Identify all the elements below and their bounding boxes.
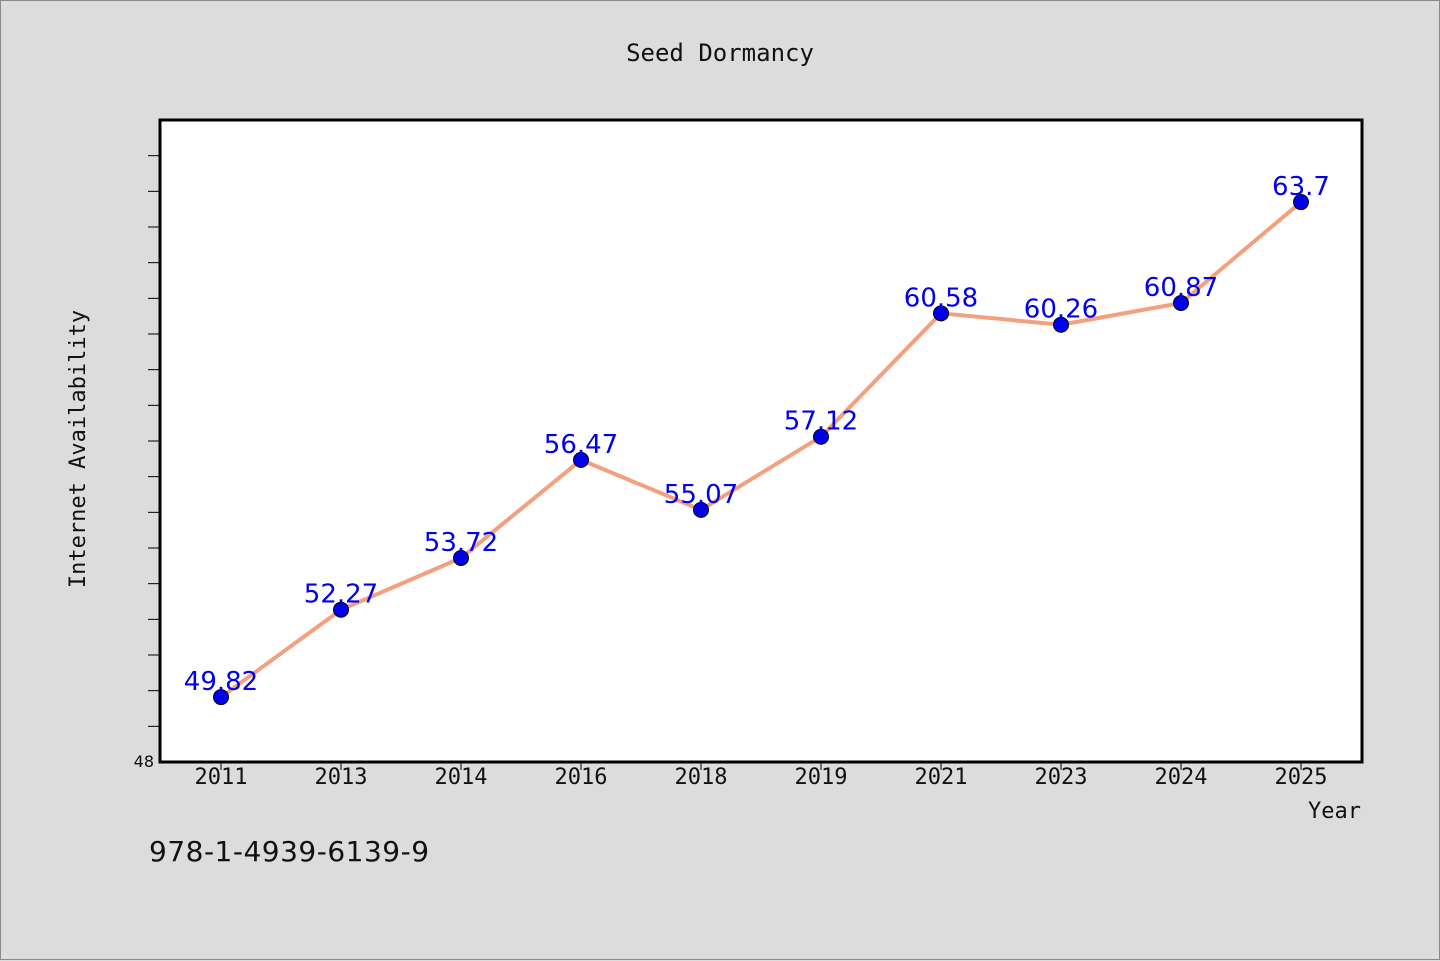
y-axis-tick-labels: 48 (134, 752, 154, 771)
x-tick-label: 2014 (435, 765, 488, 790)
data-label: 60.58 (904, 283, 978, 313)
data-point (813, 428, 829, 445)
data-point (1053, 316, 1069, 333)
data-label: 49.82 (184, 667, 258, 697)
x-tick-label: 2023 (1035, 765, 1088, 790)
data-point (933, 305, 949, 322)
x-tick-label: 2018 (675, 765, 728, 790)
data-label: 57.12 (784, 407, 858, 437)
x-tick-label: 2025 (1275, 765, 1328, 790)
data-label: 53.72 (424, 528, 498, 558)
x-tick-label: 2021 (915, 765, 968, 790)
x-axis-ticks (220, 762, 1302, 770)
chart-title: Seed Dormancy (626, 39, 814, 67)
data-label: 60.26 (1024, 295, 1098, 325)
y-tick-label: 48 (134, 752, 154, 771)
data-markers (213, 194, 1309, 706)
plot-area (158, 118, 1364, 764)
data-point (1293, 194, 1309, 211)
data-point (453, 549, 469, 566)
data-label: 52.27 (304, 580, 378, 610)
data-point (573, 451, 589, 468)
data-labels: 49.82 52.27 53.72 56.47 55.07 57.12 60.58 60.26… (184, 172, 1330, 697)
data-point (693, 501, 709, 518)
x-tick-label: 2024 (1155, 765, 1208, 790)
data-label: 56.47 (544, 430, 618, 460)
data-point (333, 601, 349, 618)
x-axis-tick-labels: 2011 2013 2014 2016 2018 2019 2021 2023 2024 2025 (195, 765, 1328, 790)
x-tick-label: 2011 (195, 765, 248, 790)
data-label: 60.87 (1144, 273, 1218, 303)
x-axis-label: Year (1308, 799, 1361, 824)
data-label: 63.7 (1272, 172, 1330, 202)
data-label: 55.07 (664, 480, 738, 510)
series-line (219, 200, 1303, 699)
y-axis-ticks (148, 155, 160, 727)
y-axis-label: Internet Availability (66, 310, 91, 588)
data-point (1173, 294, 1189, 311)
x-tick-label: 2019 (795, 765, 848, 790)
footer-code: 978-1-4939-6139-9 (149, 835, 430, 868)
x-tick-label: 2016 (555, 765, 608, 790)
x-tick-label: 2013 (315, 765, 368, 790)
data-point (213, 689, 229, 706)
